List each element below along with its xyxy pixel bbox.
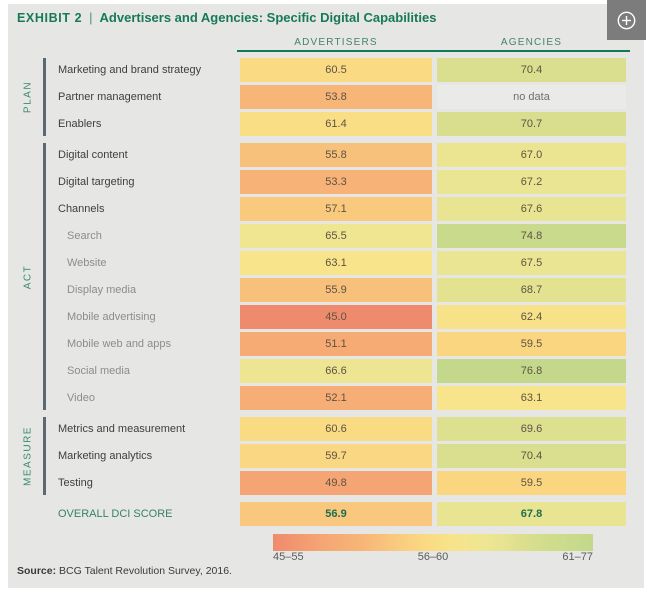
- agencies-cell: 74.8: [437, 224, 626, 248]
- legend-gradient-bar: [273, 534, 593, 551]
- agencies-cell: 67.8: [437, 502, 626, 526]
- row-label: Display media: [67, 284, 137, 296]
- row-label: Search: [67, 230, 102, 242]
- agencies-cell: 67.6: [437, 197, 626, 221]
- title-separator: |: [89, 10, 93, 25]
- agencies-cell: 70.4: [437, 444, 626, 468]
- row-label: Partner management: [58, 91, 162, 103]
- advertisers-cell: 45.0: [240, 305, 432, 329]
- table-row: Social media 66.6 76.8: [0, 359, 651, 383]
- plus-icon: [616, 10, 637, 31]
- agencies-cell: 69.6: [437, 417, 626, 441]
- column-header-advertisers: ADVERTISERS: [294, 37, 378, 48]
- agencies-cell: 70.4: [437, 58, 626, 82]
- row-label: Digital content: [58, 149, 128, 161]
- table-row: Testing 49.8 59.5: [0, 471, 651, 495]
- advertisers-cell: 55.8: [240, 143, 432, 167]
- agencies-cell: 59.5: [437, 471, 626, 495]
- title-text: Advertisers and Agencies: Specific Digit…: [99, 10, 437, 25]
- agencies-cell: 67.2: [437, 170, 626, 194]
- row-label: Mobile advertising: [67, 311, 156, 323]
- section-bar-plan: [43, 58, 46, 136]
- table-row: Partner management 53.8 no data: [0, 85, 651, 109]
- legend-range-low: 45–55: [273, 551, 304, 563]
- source-label: Source:: [17, 565, 57, 577]
- exhibit-title: EXHIBIT 2 | Advertisers and Agencies: Spec…: [17, 10, 436, 25]
- advertisers-cell: 57.1: [240, 197, 432, 221]
- advertisers-cell: 53.3: [240, 170, 432, 194]
- header-rule: [237, 50, 630, 52]
- section-bar-measure: [43, 417, 46, 495]
- table-row: Marketing analytics 59.7 70.4: [0, 444, 651, 468]
- agencies-cell: 67.5: [437, 251, 626, 275]
- section-label-measure: MEASURE: [22, 426, 34, 486]
- row-label: Mobile web and apps: [67, 338, 171, 350]
- source-text: BCG Talent Revolution Survey, 2016.: [56, 565, 232, 577]
- advertisers-cell: 65.5: [240, 224, 432, 248]
- table-row: Digital targeting 53.3 67.2: [0, 170, 651, 194]
- agencies-cell: no data: [437, 85, 626, 109]
- advertisers-cell: 66.6: [240, 359, 432, 383]
- row-label: Video: [67, 392, 95, 404]
- legend-range-high: 61–77: [562, 551, 593, 563]
- agencies-cell: 62.4: [437, 305, 626, 329]
- advertisers-cell: 60.5: [240, 58, 432, 82]
- legend-range-mid: 56–60: [417, 551, 449, 563]
- agencies-cell: 59.5: [437, 332, 626, 356]
- row-label: Channels: [58, 203, 105, 215]
- overall-row: OVERALL DCI SCORE 56.9 67.8: [0, 502, 651, 526]
- exhibit-number: EXHIBIT 2: [17, 11, 83, 25]
- section-label-plan: PLAN: [22, 80, 34, 114]
- advertisers-cell: 56.9: [240, 502, 432, 526]
- agencies-cell: 70.7: [437, 112, 626, 136]
- row-label: Marketing and brand strategy: [58, 64, 202, 76]
- agencies-cell: 76.8: [437, 359, 626, 383]
- row-label: Marketing analytics: [58, 450, 153, 462]
- row-label: Social media: [67, 365, 130, 377]
- advertisers-cell: 55.9: [240, 278, 432, 302]
- row-label: Digital targeting: [58, 176, 135, 188]
- capabilities-table: Marketing and brand strategy 60.5 70.4 Part…: [0, 58, 651, 529]
- advertisers-cell: 63.1: [240, 251, 432, 275]
- advertisers-cell: 51.1: [240, 332, 432, 356]
- agencies-cell: 68.7: [437, 278, 626, 302]
- advertisers-cell: 49.8: [240, 471, 432, 495]
- row-label: Testing: [58, 477, 93, 489]
- row-label: Metrics and measurement: [58, 423, 186, 435]
- row-label: Website: [67, 257, 107, 269]
- table-row: Display media 55.9 68.7: [0, 278, 651, 302]
- section-bar-act: [43, 143, 46, 410]
- table-row: Video 52.1 63.1: [0, 386, 651, 410]
- advertisers-cell: 60.6: [240, 417, 432, 441]
- overall-label: OVERALL DCI SCORE: [58, 508, 173, 520]
- expand-button[interactable]: [607, 0, 646, 40]
- table-row: Search 65.5 74.8: [0, 224, 651, 248]
- table-row: Mobile web and apps 51.1 59.5: [0, 332, 651, 356]
- advertisers-cell: 61.4: [240, 112, 432, 136]
- table-row: Website 63.1 67.5: [0, 251, 651, 275]
- table-row: Marketing and brand strategy 60.5 70.4: [0, 58, 651, 82]
- agencies-cell: 67.0: [437, 143, 626, 167]
- table-row: Digital content 55.8 67.0: [0, 143, 651, 167]
- source-note: Source: BCG Talent Revolution Survey, 20…: [17, 565, 232, 577]
- advertisers-cell: 52.1: [240, 386, 432, 410]
- section-label-act: ACT: [22, 264, 34, 289]
- row-label: Enablers: [58, 118, 102, 130]
- table-row: Enablers 61.4 70.7: [0, 112, 651, 136]
- agencies-cell: 63.1: [437, 386, 626, 410]
- advertisers-cell: 59.7: [240, 444, 432, 468]
- table-row: Metrics and measurement 60.6 69.6: [0, 417, 651, 441]
- table-row: Channels 57.1 67.6: [0, 197, 651, 221]
- advertisers-cell: 53.8: [240, 85, 432, 109]
- table-row: Mobile advertising 45.0 62.4: [0, 305, 651, 329]
- column-header-agencies: AGENCIES: [500, 37, 563, 48]
